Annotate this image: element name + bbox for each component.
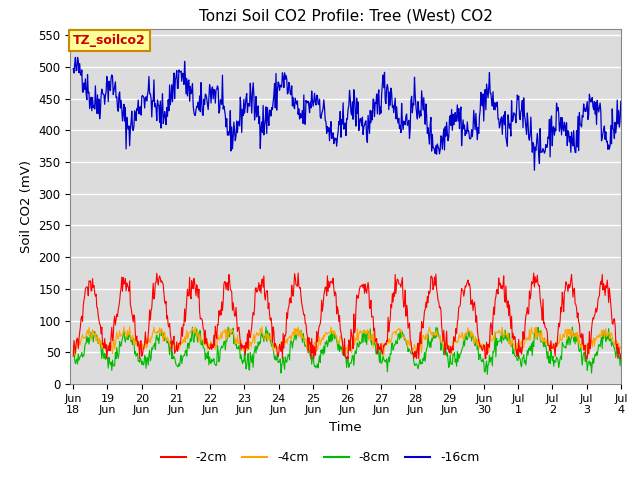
Text: TZ_soilco2: TZ_soilco2 bbox=[73, 34, 146, 47]
Legend: -2cm, -4cm, -8cm, -16cm: -2cm, -4cm, -8cm, -16cm bbox=[156, 446, 484, 469]
Y-axis label: Soil CO2 (mV): Soil CO2 (mV) bbox=[20, 160, 33, 253]
Title: Tonzi Soil CO2 Profile: Tree (West) CO2: Tonzi Soil CO2 Profile: Tree (West) CO2 bbox=[198, 9, 493, 24]
X-axis label: Time: Time bbox=[330, 421, 362, 434]
